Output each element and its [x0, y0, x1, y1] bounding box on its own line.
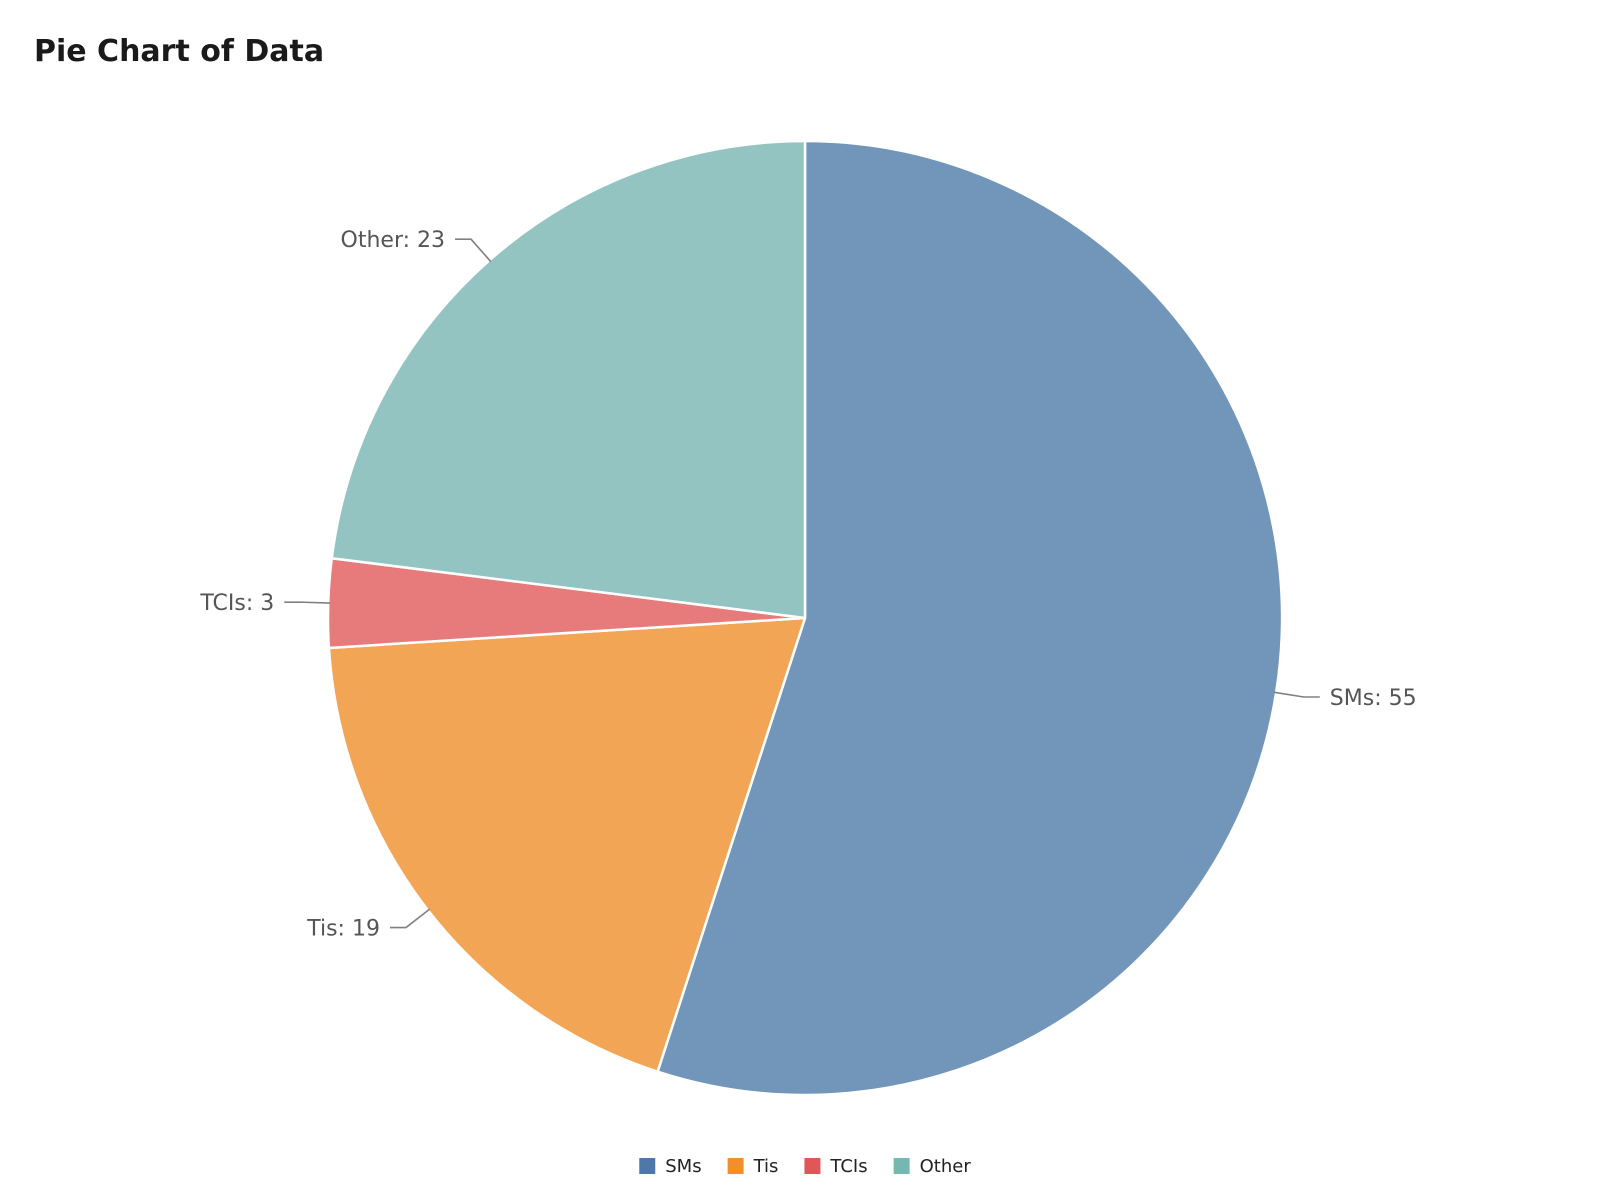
leader-line-tcis	[284, 601, 331, 604]
chart-title: Pie Chart of Data	[34, 34, 325, 69]
slice-label-tis: Tis: 19	[306, 917, 380, 942]
slice-label-sms: SMs: 55	[1330, 686, 1417, 711]
legend-label-sms: SMs	[665, 1156, 701, 1177]
slice-other	[330, 139, 807, 620]
legend: SMs Tis TCIs Other	[639, 1156, 971, 1177]
leader-line-sms	[1274, 691, 1320, 698]
leader-line-tis	[389, 908, 431, 929]
legend-label-tis: Tis	[753, 1156, 779, 1177]
leader-line-other	[455, 238, 492, 263]
legend-swatch-other	[893, 1158, 910, 1174]
legend-label-other: Other	[920, 1156, 972, 1177]
pie-slices	[326, 139, 1284, 1097]
slice-label-other: Other: 23	[341, 228, 445, 253]
label-leader-lines	[284, 238, 1320, 929]
slice-label-tcis: TCIs: 3	[199, 591, 274, 616]
legend-swatch-tcis	[804, 1158, 821, 1174]
legend-label-tcis: TCIs	[829, 1156, 867, 1177]
legend-swatch-tis	[727, 1158, 744, 1174]
legend-swatch-sms	[639, 1158, 656, 1174]
slice-labels: SMs: 55 Tis: 19 TCIs: 3 Other: 23	[199, 228, 1416, 941]
